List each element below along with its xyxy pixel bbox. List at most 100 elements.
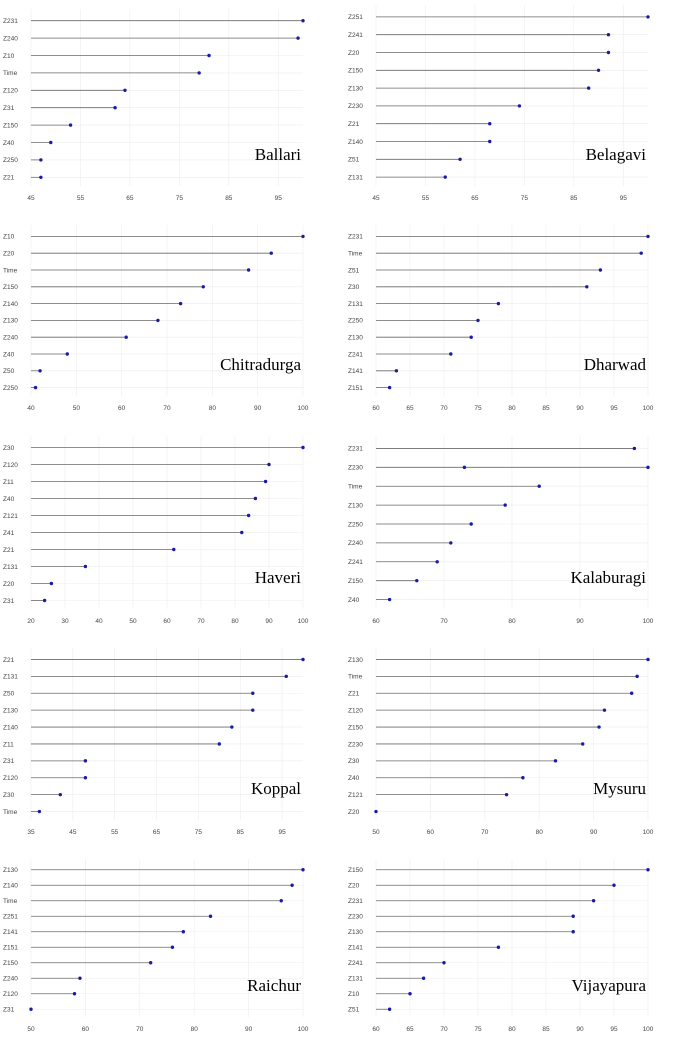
lollipop-point <box>201 285 205 289</box>
y-tick-label: Z150 <box>3 122 18 129</box>
panel-title: Ballari <box>255 145 302 164</box>
chart-panel: Z21 Z131 Z50 Z130 Z140 Z11 Z31 Z120 Z30 Time 35 45 5… <box>0 645 340 842</box>
x-tick-label: 70 <box>481 829 489 836</box>
lollipop-point <box>58 792 62 797</box>
y-tick-label: Z150 <box>3 284 18 291</box>
lollipop-point <box>646 15 650 19</box>
x-tick-label: 100 <box>643 829 654 836</box>
lollipop-point <box>251 691 255 695</box>
y-tick-label: Time <box>348 484 363 491</box>
x-tick-label: 95 <box>620 195 628 202</box>
x-tick-label: 90 <box>576 618 584 625</box>
y-tick-label: Z20 <box>3 581 15 588</box>
panel-title: Raichur <box>247 976 301 995</box>
lollipop-point <box>646 868 650 872</box>
lollipop-point <box>387 1007 392 1011</box>
y-tick-label: Z230 <box>348 465 363 472</box>
lollipop-point <box>442 961 446 965</box>
x-tick-label: 75 <box>521 195 529 202</box>
y-tick-label: Z151 <box>3 945 18 952</box>
lollipop-point <box>598 268 603 272</box>
lollipop-point <box>606 50 611 55</box>
y-tick-label: Z240 <box>3 35 18 42</box>
x-tick-label: 90 <box>576 1026 584 1033</box>
lollipop-point <box>597 725 601 729</box>
y-tick-label: Z31 <box>3 1007 15 1014</box>
lollipop-point <box>458 157 462 161</box>
lollipop-point <box>39 158 43 162</box>
y-tick-label: Z120 <box>3 991 18 998</box>
lollipop-point <box>374 809 378 814</box>
panel-title: Belagavi <box>586 145 647 164</box>
y-tick-label: Z241 <box>348 559 363 566</box>
lollipop-chart: Z251 Z241 Z20 Z150 Z130 Z230 Z21 Z140 Z51 Z131 45 5… <box>348 5 650 202</box>
lollipop-point <box>78 976 82 980</box>
lollipop-point <box>462 465 467 470</box>
lollipop-chart: Z130 Z140 Time Z251 Z141 Z151 Z150 Z240 Z120 Z31 5… <box>3 859 309 1033</box>
lollipop-point <box>267 462 271 467</box>
x-tick-label: 75 <box>195 829 203 836</box>
x-tick-label: 70 <box>440 618 448 625</box>
x-tick-label: 70 <box>163 405 171 412</box>
x-tick-label: 50 <box>129 618 137 625</box>
y-tick-label: Z11 <box>3 479 14 486</box>
y-tick-label: Z41 <box>3 530 15 537</box>
y-tick-label: Z130 <box>348 502 363 509</box>
x-tick-label: 45 <box>372 195 380 202</box>
x-tick-label: 95 <box>610 1026 618 1033</box>
x-tick-label: 80 <box>508 1026 516 1033</box>
x-tick-label: 70 <box>136 1026 144 1033</box>
lollipop-point <box>521 776 525 780</box>
y-tick-label: Z230 <box>348 741 363 748</box>
chart-panel: Z130 Z140 Time Z251 Z141 Z151 Z150 Z240 Z120 Z31 5… <box>0 856 340 1039</box>
x-tick-label: 75 <box>474 405 482 412</box>
x-tick-label: 50 <box>27 1026 35 1033</box>
lollipop-point <box>296 36 300 40</box>
y-tick-label: Z251 <box>3 914 18 921</box>
y-tick-label: Z140 <box>3 724 18 731</box>
x-tick-label: 60 <box>163 618 171 625</box>
lollipop-point <box>170 945 175 949</box>
y-tick-label: Z240 <box>3 976 18 983</box>
y-tick-label: Z10 <box>3 53 15 60</box>
x-tick-label: 60 <box>372 618 380 625</box>
x-tick-label: 95 <box>278 829 286 836</box>
lollipop-point <box>591 899 596 903</box>
lollipop-point <box>408 992 412 996</box>
lollipop-point <box>553 759 558 763</box>
lollipop-point <box>503 503 507 507</box>
y-tick-label: Z20 <box>3 251 15 258</box>
x-tick-label: 95 <box>275 195 283 202</box>
y-tick-label: Z50 <box>3 368 15 375</box>
y-tick-label: Z30 <box>3 445 15 452</box>
y-tick-label: Z40 <box>3 140 15 147</box>
lollipop-point <box>38 369 42 373</box>
x-tick-label: 80 <box>231 618 239 625</box>
y-tick-label: Z231 <box>3 18 18 25</box>
x-tick-label: 80 <box>209 405 217 412</box>
y-tick-label: Z141 <box>348 368 363 375</box>
y-tick-label: Time <box>3 70 18 77</box>
y-tick-label: Z40 <box>3 496 15 503</box>
panel-title: Chitradurga <box>220 355 301 374</box>
lollipop-point <box>571 914 575 918</box>
lollipop-point <box>83 759 88 763</box>
x-tick-label: 45 <box>27 195 35 202</box>
x-tick-label: 75 <box>176 195 184 202</box>
x-tick-label: 100 <box>298 618 309 625</box>
y-tick-label: Z20 <box>348 809 360 816</box>
y-tick-label: Z130 <box>3 318 18 325</box>
lollipop-point <box>156 318 160 323</box>
x-tick-label: 65 <box>406 1026 414 1033</box>
lollipop-point <box>37 809 42 814</box>
lollipop-point <box>443 175 447 179</box>
y-tick-label: Z10 <box>3 234 15 241</box>
x-tick-label: 60 <box>82 1026 90 1033</box>
lollipop-point <box>632 446 637 451</box>
x-tick-label: 90 <box>265 618 273 625</box>
y-tick-label: Z30 <box>3 792 15 799</box>
lollipop-point <box>517 104 522 108</box>
lollipop-point <box>301 445 305 450</box>
y-tick-label: Z131 <box>3 674 18 681</box>
